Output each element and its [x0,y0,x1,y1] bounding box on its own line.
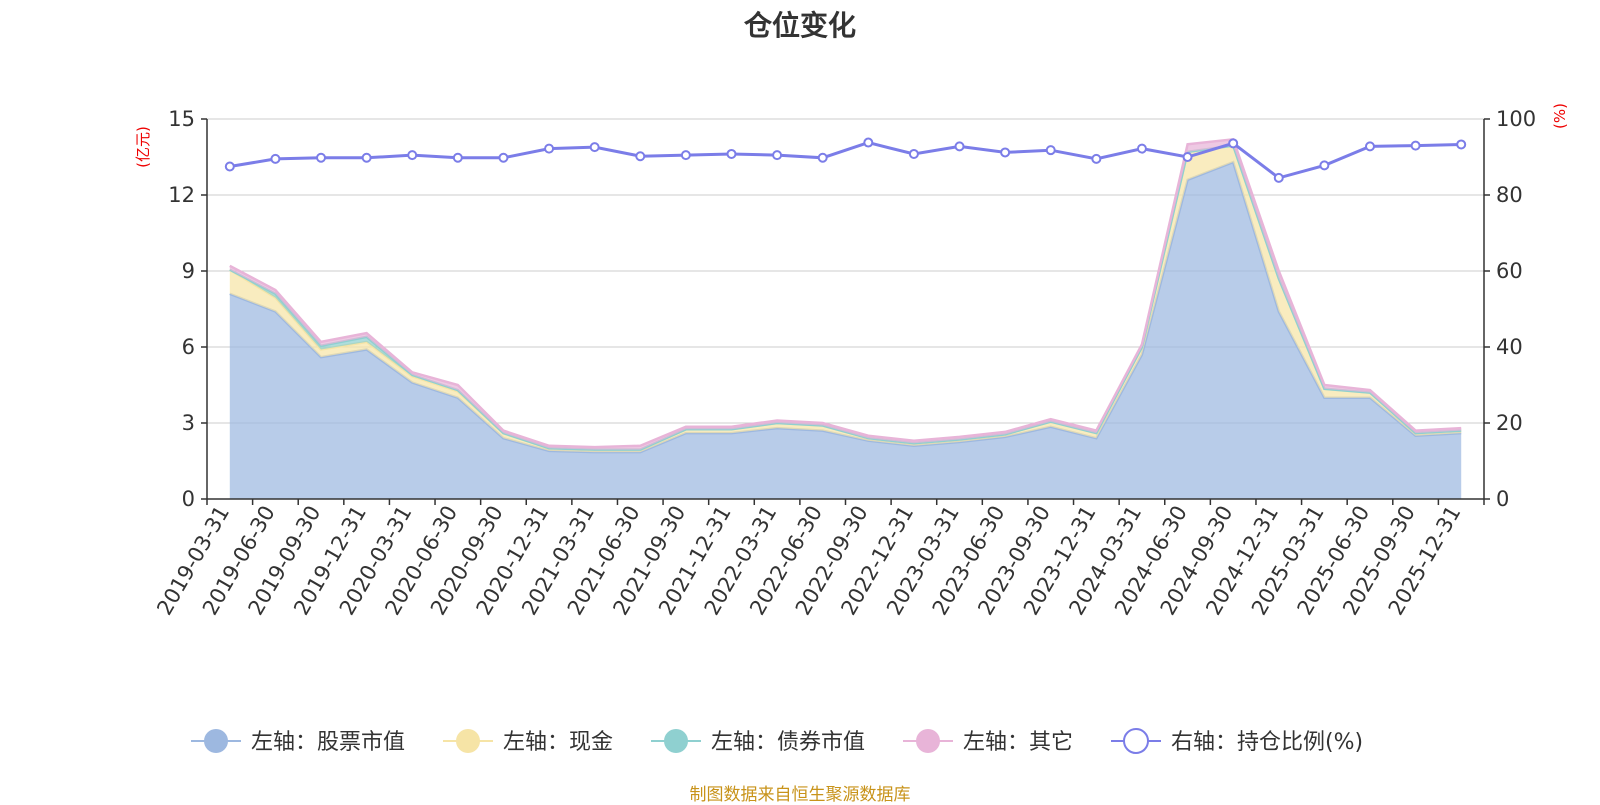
line-point [1364,141,1375,152]
y-left-tick-label: 0 [182,487,195,511]
line-point [1410,140,1421,151]
legend-label: 左轴：债券市值 [711,730,865,755]
line-point [1136,143,1147,154]
line-point [316,152,327,163]
line-point [635,151,646,162]
y-right-tick-label: 100 [1496,107,1536,131]
line-point [1000,147,1011,158]
y-right-tick-label: 80 [1496,183,1523,207]
legend-label: 左轴：现金 [503,730,613,755]
line-point [361,152,372,163]
line-point [452,152,463,163]
y-right-axis-label: (%) [1551,103,1569,129]
y-left-tick-label: 9 [182,259,195,283]
area-series [229,162,1462,499]
area-layer [229,137,1462,499]
line-point [1091,153,1102,164]
chart-title: 仓位变化 [743,9,856,42]
legend-marker-icon [204,729,228,753]
line-series [229,141,1462,180]
line-point [224,161,235,172]
line-point [726,148,737,159]
legend-item[interactable]: 左轴：现金 [443,729,613,755]
legend-marker-icon [664,729,688,753]
line-point [954,141,965,152]
line-point [270,153,281,164]
y-left-axis-label: (亿元) [134,126,152,168]
y-left-tick-label: 15 [168,107,195,131]
legend-marker-icon [456,729,480,753]
line-point [1182,152,1193,162]
y-right-tick-label: 20 [1496,411,1523,435]
line-point [1273,172,1284,183]
line-point [772,150,783,161]
y-left-tick-label: 6 [182,335,195,359]
legend-item[interactable]: 左轴：债券市值 [651,729,865,755]
y-left-tick-label: 12 [168,183,195,207]
line-point [908,148,919,159]
line-point [1045,145,1056,156]
area-series-edge [229,137,1462,449]
y-right-tick-label: 40 [1496,335,1523,359]
legend-label: 右轴：持仓比例(%) [1171,730,1363,755]
line-point [1456,139,1467,150]
legend-item[interactable]: 右轴：持仓比例(%) [1111,728,1363,755]
line-point [589,142,600,153]
line-point [863,137,874,148]
line-point [498,152,509,163]
y-right-tick-label: 60 [1496,259,1523,283]
legend-marker-icon [916,729,940,753]
legend-item[interactable]: 左轴：其它 [903,729,1073,755]
y-left-tick-label: 3 [182,411,195,435]
line-point [680,150,691,161]
line-point [544,143,555,154]
legend-layer[interactable]: 左轴：股票市值 左轴：现金 左轴：债券市值 左轴：其它 右轴：持仓比例(%) [191,728,1363,755]
chart-source: 制图数据来自恒生聚源数据库 [689,785,911,805]
y-right-tick-label: 0 [1496,487,1509,511]
line-point [1228,138,1239,149]
line-point [1319,160,1330,171]
line-point [407,150,418,161]
legend-item[interactable]: 左轴：股票市值 [191,729,405,755]
legend-marker-icon [1123,728,1149,754]
legend-label: 左轴：其它 [963,730,1073,755]
line-point [817,152,828,163]
legend-label: 左轴：股票市值 [251,730,405,755]
line-layer [224,137,1467,183]
